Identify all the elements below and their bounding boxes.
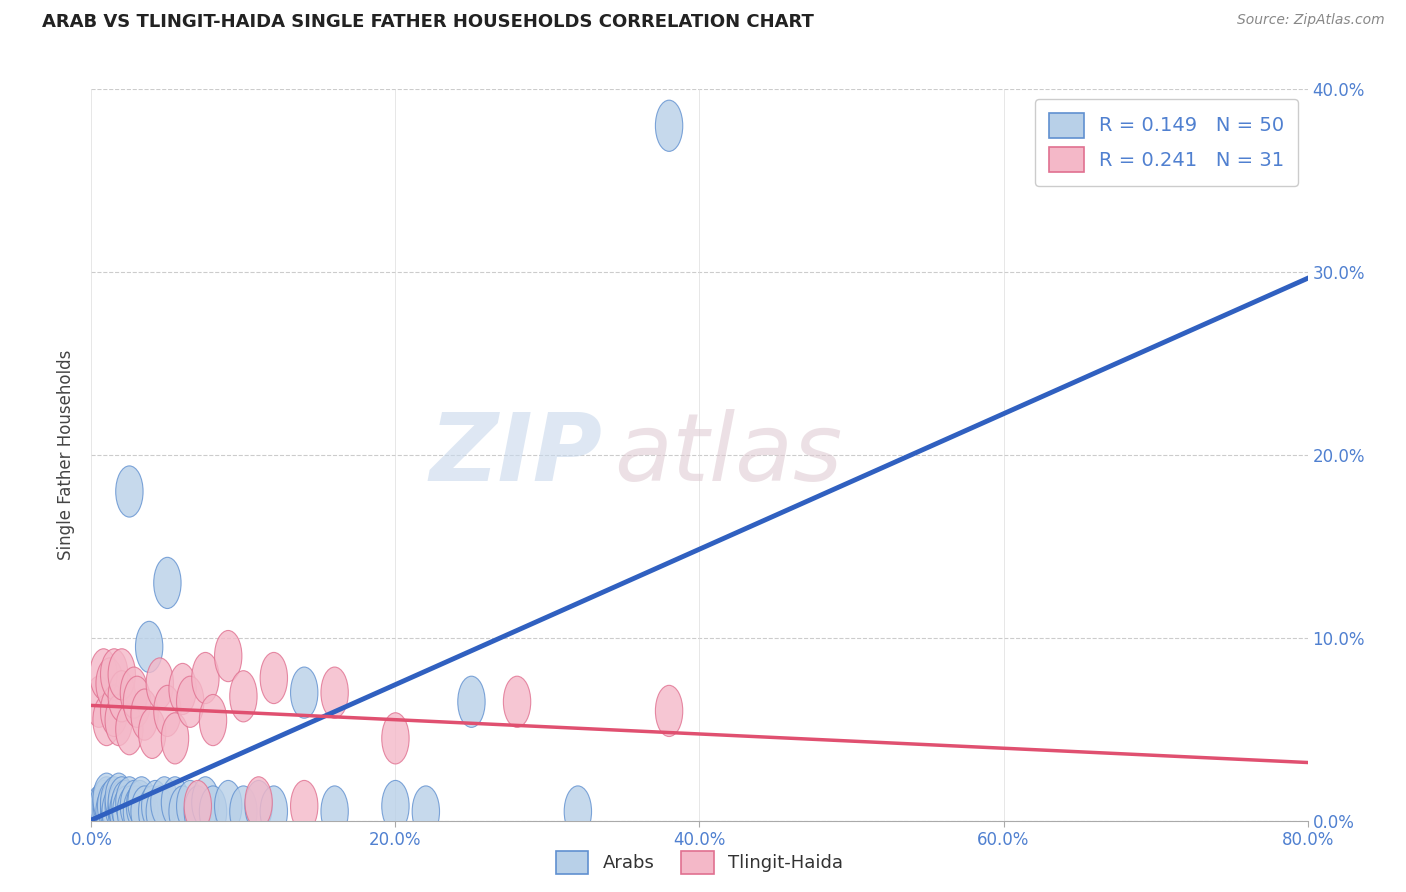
Ellipse shape (177, 676, 204, 727)
Text: atlas: atlas (614, 409, 842, 500)
Ellipse shape (127, 780, 153, 831)
Ellipse shape (97, 780, 125, 831)
Text: ARAB VS TLINGIT-HAIDA SINGLE FATHER HOUSEHOLDS CORRELATION CHART: ARAB VS TLINGIT-HAIDA SINGLE FATHER HOUS… (42, 13, 814, 31)
Ellipse shape (105, 773, 132, 824)
Ellipse shape (458, 676, 485, 727)
Ellipse shape (90, 780, 117, 831)
Ellipse shape (93, 773, 121, 824)
Ellipse shape (96, 786, 124, 837)
Ellipse shape (169, 786, 197, 837)
Ellipse shape (93, 786, 121, 837)
Ellipse shape (115, 777, 143, 828)
Ellipse shape (124, 786, 150, 837)
Ellipse shape (115, 704, 143, 755)
Ellipse shape (100, 685, 128, 737)
Ellipse shape (108, 777, 135, 828)
Ellipse shape (229, 786, 257, 837)
Ellipse shape (177, 780, 204, 831)
Ellipse shape (162, 713, 188, 764)
Ellipse shape (124, 676, 150, 727)
Ellipse shape (100, 780, 128, 831)
Ellipse shape (412, 786, 440, 837)
Ellipse shape (93, 695, 121, 746)
Ellipse shape (655, 100, 683, 152)
Ellipse shape (117, 786, 145, 837)
Ellipse shape (105, 780, 132, 831)
Ellipse shape (139, 786, 166, 837)
Ellipse shape (146, 658, 173, 709)
Ellipse shape (100, 777, 128, 828)
Ellipse shape (382, 780, 409, 831)
Ellipse shape (503, 676, 530, 727)
Ellipse shape (96, 658, 124, 709)
Ellipse shape (108, 780, 135, 831)
Ellipse shape (110, 786, 136, 837)
Ellipse shape (191, 777, 219, 828)
Ellipse shape (139, 707, 166, 758)
Ellipse shape (146, 786, 173, 837)
Ellipse shape (245, 780, 273, 831)
Ellipse shape (90, 648, 117, 700)
Ellipse shape (229, 671, 257, 722)
Ellipse shape (86, 676, 112, 727)
Y-axis label: Single Father Households: Single Father Households (58, 350, 76, 560)
Ellipse shape (131, 689, 159, 740)
Ellipse shape (150, 777, 179, 828)
Ellipse shape (260, 786, 287, 837)
Ellipse shape (142, 780, 169, 831)
Ellipse shape (135, 622, 163, 673)
Ellipse shape (108, 786, 135, 837)
Ellipse shape (655, 685, 683, 737)
Ellipse shape (105, 695, 132, 746)
Ellipse shape (108, 648, 135, 700)
Ellipse shape (200, 786, 226, 837)
Ellipse shape (291, 780, 318, 831)
Ellipse shape (112, 786, 141, 837)
Ellipse shape (153, 558, 181, 608)
Ellipse shape (260, 652, 287, 704)
Ellipse shape (321, 667, 349, 718)
Ellipse shape (169, 664, 197, 714)
Ellipse shape (108, 671, 135, 722)
Legend: Arabs, Tlingit-Haida: Arabs, Tlingit-Haida (544, 840, 855, 885)
Ellipse shape (128, 777, 155, 828)
Ellipse shape (131, 786, 159, 837)
Ellipse shape (86, 786, 112, 837)
Ellipse shape (93, 777, 121, 828)
Ellipse shape (103, 786, 129, 837)
Ellipse shape (184, 780, 211, 831)
Ellipse shape (121, 667, 148, 718)
Ellipse shape (184, 786, 211, 837)
Ellipse shape (100, 786, 128, 837)
Ellipse shape (321, 786, 349, 837)
Ellipse shape (215, 780, 242, 831)
Ellipse shape (162, 777, 188, 828)
Ellipse shape (382, 713, 409, 764)
Text: ZIP: ZIP (429, 409, 602, 501)
Ellipse shape (245, 777, 273, 828)
Ellipse shape (215, 631, 242, 681)
Ellipse shape (291, 667, 318, 718)
Ellipse shape (111, 780, 139, 831)
Ellipse shape (121, 780, 148, 831)
Ellipse shape (200, 695, 226, 746)
Ellipse shape (153, 685, 181, 737)
Ellipse shape (191, 652, 219, 704)
Ellipse shape (100, 648, 128, 700)
Ellipse shape (564, 786, 592, 837)
Text: Source: ZipAtlas.com: Source: ZipAtlas.com (1237, 13, 1385, 28)
Ellipse shape (115, 466, 143, 517)
